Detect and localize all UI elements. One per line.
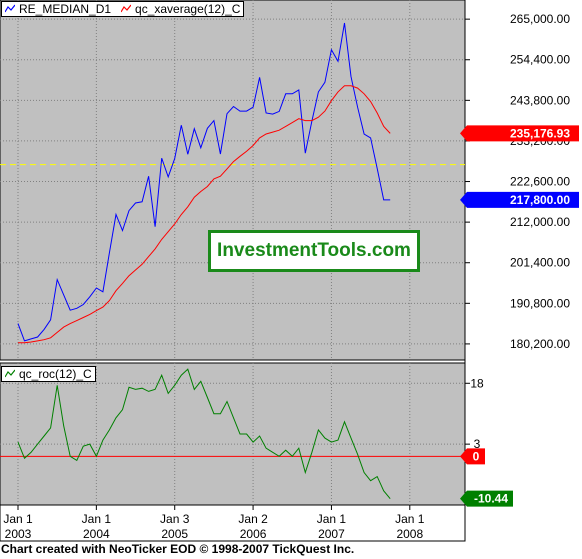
legend-line-icon xyxy=(5,4,15,13)
x-axis-strip xyxy=(0,504,466,542)
x-tick-label: Jan 1 xyxy=(395,512,425,526)
upper-plot-area xyxy=(0,0,466,361)
roc-last-value-tag: -10.44 xyxy=(460,490,513,507)
average-last-value-tag-shape xyxy=(460,125,579,142)
x-tick-year: 2006 xyxy=(240,527,267,541)
watermark-logo: InvestmentTools.com xyxy=(208,230,420,272)
legend-item-average: qc_xaverage(12)_C xyxy=(121,2,240,16)
lower-roc-panel xyxy=(0,368,465,500)
x-tick-label: Jan 1 xyxy=(317,512,347,526)
x-tick-label: Jan 1 xyxy=(3,512,33,526)
median-last-value-tag-shape xyxy=(460,191,579,208)
roc-last-value-tag-text: -10.44 xyxy=(474,492,508,506)
y-tick-label: 180,200.00 xyxy=(510,337,570,351)
legend-label-average: qc_xaverage(12)_C xyxy=(135,2,241,16)
x-tick-label: Jan 1 xyxy=(82,512,112,526)
average-last-value-tag: 235,176.93 xyxy=(460,125,579,142)
upper-legend: RE_MEDIAN_D1 qc_xaverage(12)_C xyxy=(1,1,245,17)
footer-credit: Chart created with NeoTicker EOD © 1998-… xyxy=(1,542,355,556)
y-tick-label: 222,600.00 xyxy=(510,175,570,189)
median-last-value-tag: 217,800.00 xyxy=(460,191,579,208)
median-series-line xyxy=(17,22,391,342)
legend-label-roc: qc_roc(12)_C xyxy=(19,367,92,381)
legend-label-median: RE_MEDIAN_D1 xyxy=(19,2,112,16)
x-tick-label: Jan 3 xyxy=(160,512,190,526)
lower-legend: qc_roc(12)_C xyxy=(1,366,96,382)
legend-line-icon xyxy=(5,369,15,378)
x-tick-year: 2005 xyxy=(161,527,188,541)
zero-value-tag: 0 xyxy=(460,448,485,465)
x-tick-year: 2007 xyxy=(318,527,345,541)
median-last-value-tag-text: 217,800.00 xyxy=(510,193,570,207)
y-tick-label: 3 xyxy=(474,437,481,451)
legend-item-roc: qc_roc(12)_C xyxy=(5,367,92,381)
average-last-value-tag-text: 235,176.93 xyxy=(510,126,570,140)
x-tick-year: 2008 xyxy=(396,527,423,541)
roc-series-line xyxy=(17,368,391,500)
y-tick-label: 243,800.00 xyxy=(510,93,570,107)
y-tick-label: 212,000.00 xyxy=(510,215,570,229)
legend-item-median: RE_MEDIAN_D1 xyxy=(5,2,111,16)
zero-value-tag-text: 0 xyxy=(473,449,480,463)
zero-value-tag-shape xyxy=(460,448,485,465)
average-series-line xyxy=(18,85,391,344)
y-tick-label: 18 xyxy=(470,376,484,390)
upper-price-panel xyxy=(0,22,465,344)
y-tick-label: 201,400.00 xyxy=(510,256,570,270)
legend-line-icon xyxy=(121,4,132,13)
roc-last-value-tag-shape xyxy=(460,490,513,507)
x-tick-year: 2003 xyxy=(5,527,32,541)
x-tick-year: 2004 xyxy=(83,527,110,541)
y-tick-label: 265,000.00 xyxy=(510,12,570,26)
y-tick-label: 254,400.00 xyxy=(510,53,570,67)
lower-plot-area xyxy=(0,362,466,506)
x-tick-label: Jan 2 xyxy=(238,512,268,526)
y-tick-label: 190,800.00 xyxy=(510,296,570,310)
